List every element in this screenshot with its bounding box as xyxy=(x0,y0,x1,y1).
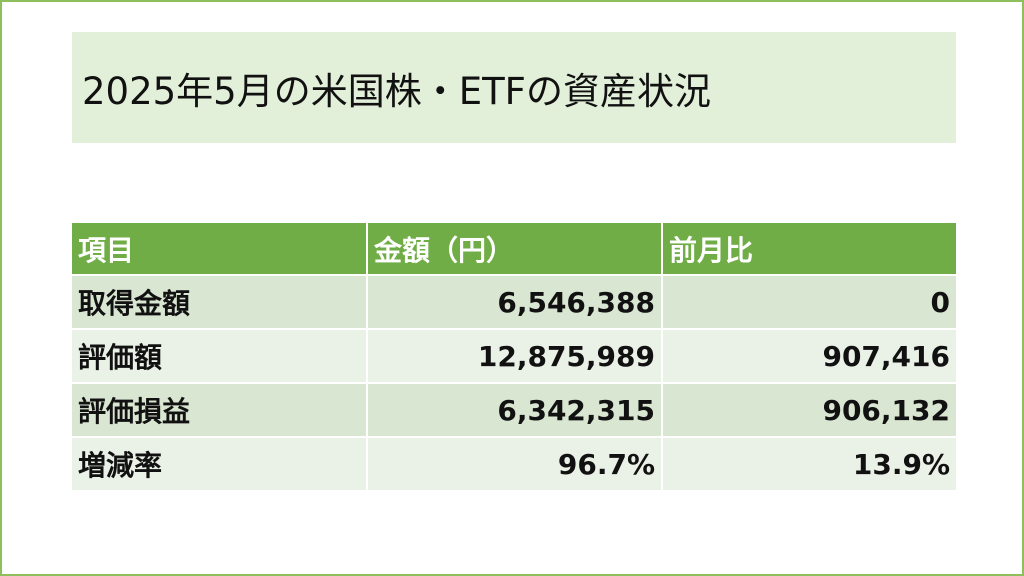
title-box: 2025年5月の米国株・ETFの資産状況 xyxy=(72,32,956,143)
row-mom: 0 xyxy=(662,275,956,330)
row-mom: 907,416 xyxy=(662,329,956,384)
table-header-row: 項目 金額（円） 前月比 xyxy=(72,223,956,276)
header-item: 項目 xyxy=(72,223,368,276)
row-mom: 13.9% xyxy=(662,437,956,492)
row-amount: 6,342,315 xyxy=(367,383,663,438)
page-title: 2025年5月の米国株・ETFの資産状況 xyxy=(82,69,711,113)
table-row: 増減率 96.7% 13.9% xyxy=(72,437,956,492)
table-row: 取得金額 6,546,388 0 xyxy=(72,275,956,330)
row-label: 評価損益 xyxy=(72,383,368,438)
row-label: 増減率 xyxy=(72,437,368,492)
row-mom: 906,132 xyxy=(662,383,956,438)
asset-table: 項目 金額（円） 前月比 取得金額 6,546,388 0 評価額 12,875… xyxy=(72,223,956,492)
row-amount: 12,875,989 xyxy=(367,329,663,384)
row-label: 取得金額 xyxy=(72,275,368,330)
header-month-over-month: 前月比 xyxy=(662,223,956,276)
row-amount: 96.7% xyxy=(367,437,663,492)
header-amount: 金額（円） xyxy=(367,223,663,276)
row-amount: 6,546,388 xyxy=(367,275,663,330)
row-label: 評価額 xyxy=(72,329,368,384)
table-row: 評価損益 6,342,315 906,132 xyxy=(72,383,956,438)
table-row: 評価額 12,875,989 907,416 xyxy=(72,329,956,384)
